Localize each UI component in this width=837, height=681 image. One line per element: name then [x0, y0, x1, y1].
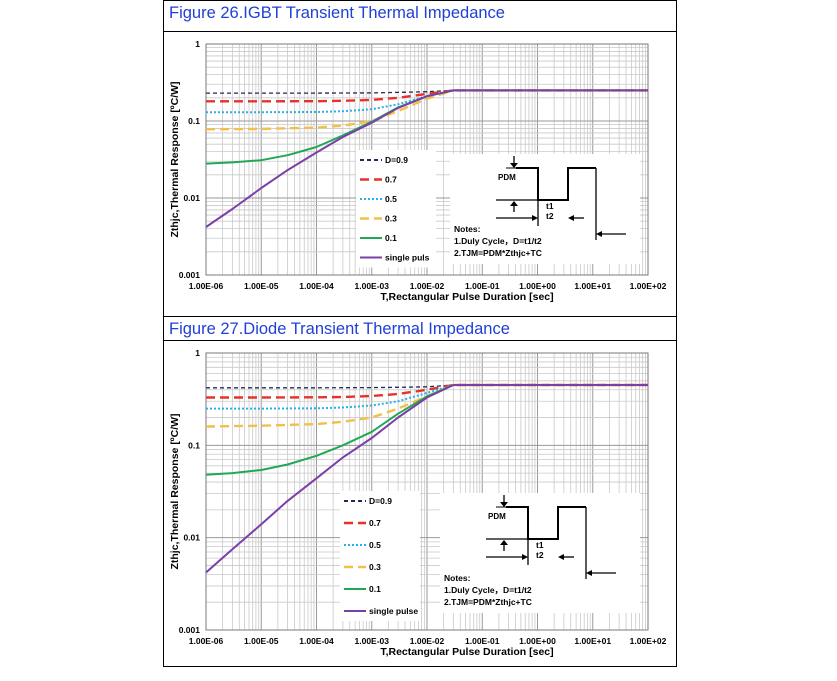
notes-background [440, 493, 640, 613]
t2-arrow-head [586, 570, 592, 576]
y-tick-label: 0.001 [179, 625, 201, 635]
legend-background [356, 150, 436, 268]
figure-26-title: Figure 26.IGBT Transient Thermal Impedan… [169, 4, 505, 22]
notes-background [450, 154, 640, 264]
series-line-3 [206, 384, 648, 410]
pdm-label: PDM [488, 512, 506, 521]
x-tick-label: 1.00E+00 [519, 281, 556, 291]
y-tick-label: 0.1 [188, 440, 200, 450]
y-tick-label: 1 [195, 39, 200, 49]
t1-right-arrow-head [568, 215, 574, 221]
x-tick-label: 1.00E-05 [244, 636, 279, 646]
x-tick-label: 1.00E-01 [465, 636, 500, 646]
legend-label: 0.7 [369, 518, 381, 528]
y-tick-label: 0.01 [183, 193, 200, 203]
x-tick-label: 1.00E-03 [355, 281, 390, 291]
pdm-arrow-head [500, 502, 508, 507]
legend-label: 0.3 [369, 562, 381, 572]
series-group [206, 89, 648, 228]
y-tick-label: 0.1 [188, 116, 200, 126]
t2-label: t2 [536, 550, 544, 560]
x-axis-label: T,Rectangular Pulse Duration [sec] [380, 646, 553, 658]
series-line-4 [206, 383, 648, 428]
figure-27-title: Figure 27.Diode Transient Thermal Impeda… [169, 320, 510, 338]
x-tick-label: 1.00E+00 [519, 636, 556, 646]
baseline-arrow-head [510, 201, 518, 206]
legend: D=0.9 0.7 0.5 0.3 0.1 single puls [356, 150, 436, 268]
pdm-label: PDM [498, 173, 516, 182]
x-tick-label: 1.00E-02 [410, 636, 445, 646]
x-tick-label: 1.00E+01 [574, 281, 611, 291]
t1-label: t1 [536, 540, 544, 550]
notes-line-2: 2.TJM=PDM*Zthjc+TC [444, 597, 532, 607]
t2-label: t2 [546, 211, 554, 221]
legend-label: single puls [385, 253, 430, 263]
legend-label: 0.5 [385, 194, 397, 204]
x-tick-label: 1.00E-02 [410, 281, 445, 291]
y-tick-label: 0.001 [179, 270, 201, 280]
figure-27-plot-area: 1.00E-06 1.00E-05 1.00E-04 1.00E-03 1.00E-02… [164, 340, 676, 667]
pulse-waveform [516, 167, 596, 201]
series-group [206, 383, 648, 574]
figure-26-panel: Figure 26.IGBT Transient Thermal Impedan… [163, 0, 677, 318]
x-tick-label: 1.00E-01 [465, 281, 500, 291]
legend-label: D=0.9 [385, 155, 408, 165]
t1-right-arrow-head [558, 554, 564, 560]
series-line-3 [206, 89, 648, 114]
notes-heading: Notes: [454, 224, 481, 234]
x-tick-label: 1.00E-04 [299, 281, 334, 291]
x-tick-label: 1.00E-04 [299, 636, 334, 646]
series-line-6 [206, 384, 648, 574]
notes-heading: Notes: [444, 573, 471, 583]
y-axis-label: Zthjc,Thermal Response [ºC/W] [169, 413, 181, 569]
t1-arrow-head [522, 554, 528, 560]
y-tick-label: 0.01 [183, 533, 200, 543]
x-tick-label: 1.00E-06 [189, 281, 224, 291]
plot-border [205, 43, 649, 276]
legend-label: 0.1 [385, 233, 397, 243]
figure-26-plot-area: 1.00E-06 1.00E-05 1.00E-04 1.00E-03 1.00E-02… [164, 31, 676, 318]
legend-label: single pulse [369, 606, 418, 616]
notes-line-1: 1.Duly Cycle，D=t1/t2 [454, 236, 542, 246]
legend-background [340, 491, 420, 621]
figure-26-chart: 1.00E-06 1.00E-05 1.00E-04 1.00E-03 1.00E-02… [169, 39, 667, 303]
x-tick-label: 1.00E-05 [244, 281, 279, 291]
legend-label: D=0.9 [369, 496, 392, 506]
x-tick-label: 1.00E+01 [574, 636, 611, 646]
baseline-arrow-head [500, 540, 508, 545]
x-tick-label: 1.00E+02 [630, 636, 667, 646]
pulse-waveform [506, 506, 586, 540]
t2-arrow-head [596, 231, 602, 237]
pdm-arrow-head [510, 163, 518, 168]
x-tick-label: 1.00E-03 [355, 636, 390, 646]
series-line-6 [206, 89, 648, 228]
y-axis-label: Zthjc,Thermal Response [ºC/W] [169, 81, 181, 237]
series-line-1 [206, 89, 648, 94]
legend-label: 0.1 [369, 584, 381, 594]
figure-27-chart: 1.00E-06 1.00E-05 1.00E-04 1.00E-03 1.00E-02… [169, 348, 667, 658]
x-axis-label: T,Rectangular Pulse Duration [sec] [380, 291, 553, 303]
legend: D=0.9 0.7 0.5 0.3 0.1 single pulse [340, 491, 420, 621]
t1-arrow-head [532, 215, 538, 221]
plot-border [205, 352, 649, 631]
gridlines [205, 353, 648, 631]
figure-27-panel: Figure 27.Diode Transient Thermal Impeda… [163, 316, 677, 667]
legend-label: 0.7 [385, 175, 397, 185]
x-tick-label: 1.00E+02 [630, 281, 667, 291]
legend-label: 0.3 [385, 214, 397, 224]
t1-label: t1 [546, 201, 554, 211]
notes-line-2: 2.TJM=PDM*Zthjc+TC [454, 248, 542, 258]
x-tick-label: 1.00E-06 [189, 636, 224, 646]
notes-line-1: 1.Duly Cycle，D=t1/t2 [444, 585, 532, 595]
series-line-4 [206, 89, 648, 131]
y-tick-label: 1 [195, 348, 200, 358]
legend-label: 0.5 [369, 540, 381, 550]
